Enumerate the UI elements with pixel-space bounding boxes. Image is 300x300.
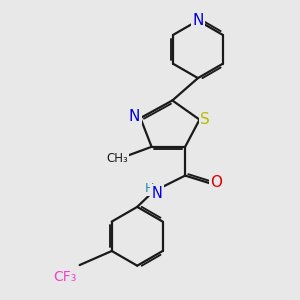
- Text: O: O: [211, 176, 223, 190]
- Text: N: N: [152, 186, 163, 201]
- Text: CH₃: CH₃: [106, 152, 128, 165]
- Text: N: N: [129, 109, 140, 124]
- Text: S: S: [200, 112, 210, 127]
- Text: CF₃: CF₃: [54, 270, 77, 284]
- Text: H: H: [145, 182, 154, 195]
- Text: N: N: [192, 13, 204, 28]
